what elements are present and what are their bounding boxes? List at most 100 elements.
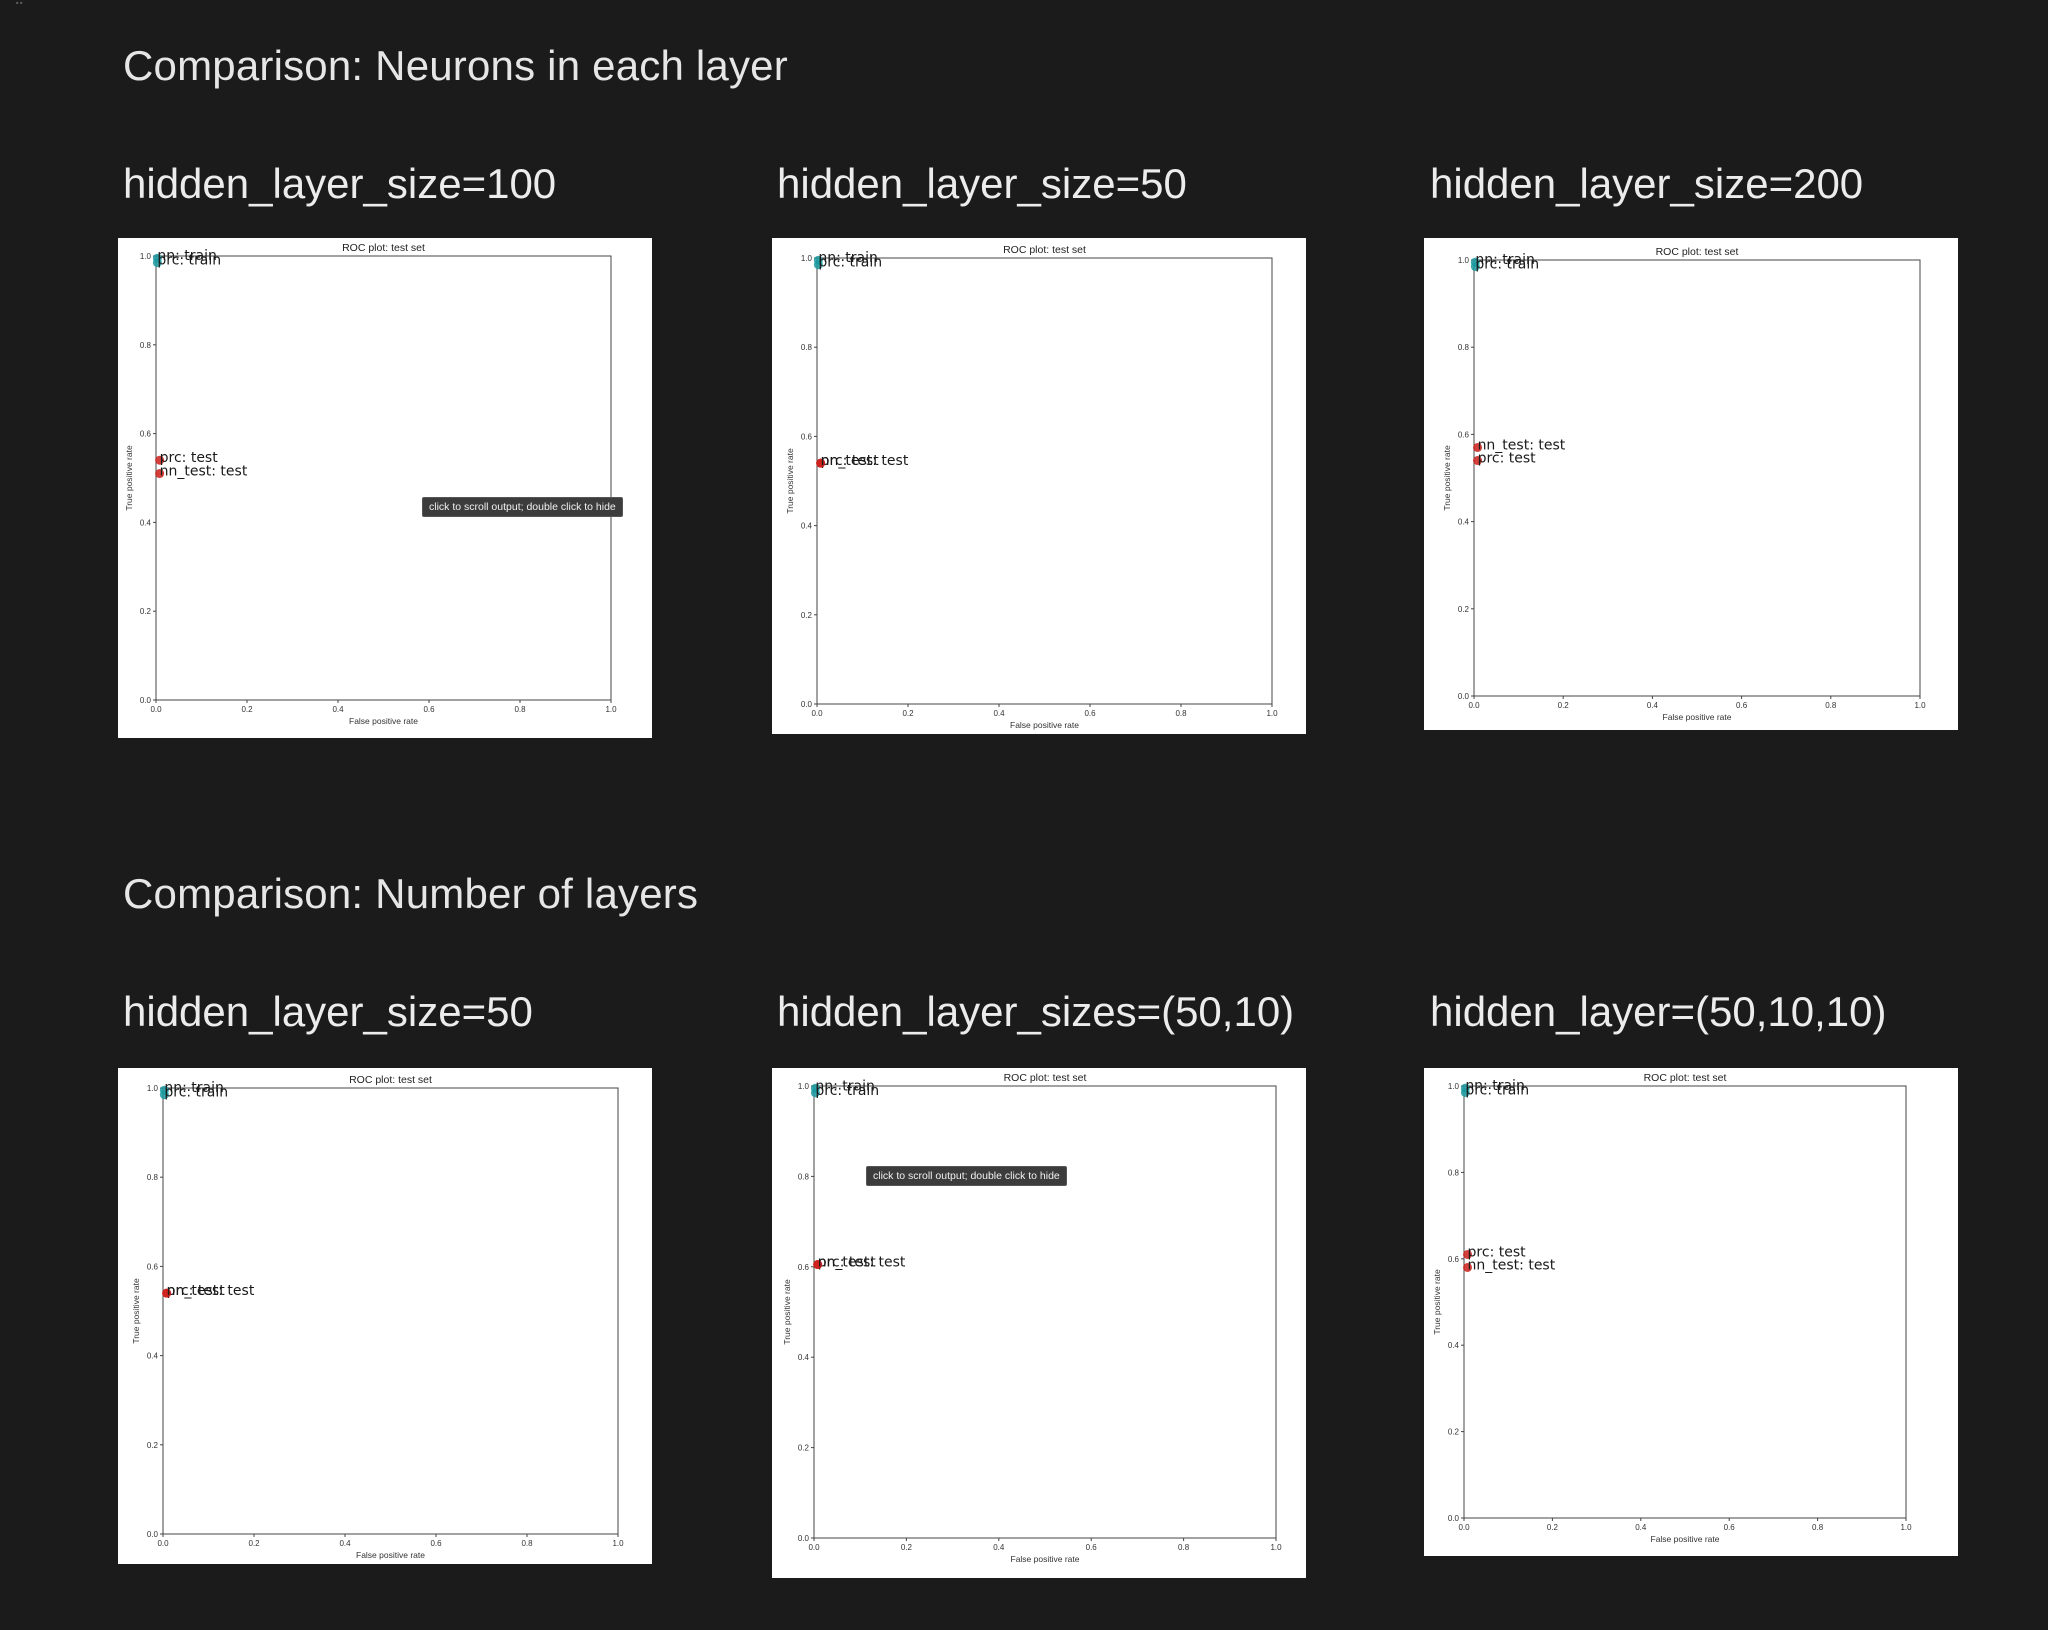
y-tick-label: 0.2	[1458, 605, 1470, 614]
roc-svg: ROC plot: test set 0.0 0.2 0.4 0.6 0.8 1.0 0.0 0…	[1442, 246, 1926, 722]
y-axis-label: True positive rate	[782, 1279, 792, 1345]
roc-plot-3[interactable]: ROC plot: test set 0.0 0.2 0.4 0.6 0.8 1.0 0.0 0…	[1424, 238, 1958, 730]
point-label: nn_test: test	[160, 464, 248, 480]
roc-svg: ROC plot: test set 0.0 0.2 0.4 0.6 0.8 1.0 0.0 0…	[785, 244, 1278, 730]
x-axis-label: False positive rate	[1651, 1534, 1720, 1544]
point-label: nn: train	[815, 1078, 875, 1094]
x-tick-label: 0.6	[1086, 1543, 1098, 1552]
data-point	[155, 469, 165, 479]
x-tick-label: 0.6	[1724, 1523, 1736, 1532]
point-label: nn: train	[164, 1080, 224, 1096]
point-label: prc: train	[815, 1083, 879, 1099]
point-label: nn: train	[818, 250, 878, 266]
chart-title: ROC plot: test set	[1003, 244, 1086, 256]
axes-frame	[1463, 1085, 1907, 1519]
x-tick-label: 0.4	[1635, 1523, 1647, 1532]
roc-plot-5[interactable]: ROC plot: test set 0.0 0.2 0.4 0.6 0.8 1.0 0.0 0…	[772, 1068, 1306, 1578]
roc-plot-6[interactable]: ROC plot: test set 0.0 0.2 0.4 0.6 0.8 1.0 0.0 0…	[1424, 1068, 1958, 1556]
y-tick-label: 1.0	[147, 1084, 159, 1093]
roc-plot-2[interactable]: ROC plot: test set 0.0 0.2 0.4 0.6 0.8 1.0 0.0 0…	[772, 238, 1306, 734]
data-point	[813, 1260, 823, 1270]
y-tick-label: 0.0	[1448, 1514, 1460, 1523]
point-label: prc: test	[160, 450, 219, 466]
point-label: nn_test: test	[821, 453, 909, 469]
point-label: nn: train	[1465, 1078, 1525, 1094]
x-tick-label: 0.2	[902, 709, 914, 718]
x-tick-label: 0.2	[1558, 701, 1570, 710]
x-tick-label: 0.4	[339, 1539, 351, 1548]
y-tick-label: 0.6	[1458, 430, 1470, 439]
section-title-layers: Comparison: Number of layers	[123, 870, 699, 917]
data-point	[1473, 442, 1483, 452]
y-tick-label: 1.0	[140, 252, 152, 261]
roc-plot-4[interactable]: ROC plot: test set 0.0 0.2 0.4 0.6 0.8 1.0 0.0 0…	[118, 1068, 652, 1564]
data-point	[155, 455, 165, 465]
y-axis-label: True positive rate	[785, 448, 795, 514]
y-tick-label: 0.8	[801, 343, 813, 352]
axes-frame	[162, 1087, 619, 1535]
chart-title: ROC plot: test set	[1004, 1072, 1087, 1084]
point-label: prc: test	[1468, 1244, 1527, 1260]
x-tick-label: 0.8	[1178, 1543, 1190, 1552]
panel-title-4: hidden_layer_size=50	[123, 988, 533, 1035]
chart-title: ROC plot: test set	[342, 242, 425, 254]
panel-title-1: hidden_layer_size=100	[123, 160, 557, 207]
data-point	[813, 260, 823, 270]
cell-output-marker: ⠐ ⠿	[0, 0, 25, 8]
y-axis-label: True positive rate	[1442, 445, 1452, 511]
x-tick-label: 0.8	[1825, 701, 1837, 710]
y-tick-label: 0.8	[140, 341, 152, 350]
point-label: prc: train	[818, 255, 882, 271]
x-tick-label: 0.8	[1812, 1523, 1824, 1532]
x-axis-label: False positive rate	[356, 1550, 425, 1560]
roc-svg: ROC plot: test set 0.0 0.2 0.4 0.6 0.8 1.0 0.0 0…	[124, 242, 617, 726]
x-tick-label: 1.0	[612, 1539, 624, 1548]
chart-title: ROC plot: test set	[1656, 246, 1739, 258]
y-tick-label: 1.0	[801, 254, 813, 263]
point-label: nn_test: test	[167, 1283, 255, 1299]
y-tick-label: 1.0	[798, 1082, 810, 1091]
x-tick-label: 0.8	[514, 705, 526, 714]
point-label: prc: test	[1478, 451, 1537, 467]
x-tick-label: 0.8	[1175, 709, 1187, 718]
point-label: prc: train	[1475, 257, 1539, 273]
x-axis-label: False positive rate	[1663, 712, 1732, 722]
y-tick-label: 0.8	[798, 1172, 810, 1181]
y-tick-label: 1.0	[1458, 256, 1470, 265]
x-tick-label: 0.2	[241, 705, 253, 714]
y-tick-label: 0.8	[147, 1173, 159, 1182]
y-tick-label: 1.0	[1448, 1082, 1460, 1091]
y-tick-label: 0.0	[147, 1530, 159, 1539]
y-tick-label: 0.0	[1458, 692, 1470, 701]
point-label: nn_test: test	[1478, 437, 1566, 453]
point-label: prc: train	[1465, 1082, 1529, 1098]
x-tick-label: 0.0	[1468, 701, 1480, 710]
x-tick-label: 0.6	[1084, 709, 1096, 718]
y-tick-label: 0.6	[1448, 1255, 1460, 1264]
roc-svg: ROC plot: test set 0.0 0.2 0.4 0.6 0.8 1.0 0.0 0…	[131, 1074, 624, 1560]
point-label: prc: test	[818, 1255, 877, 1271]
point-label: nn: train	[1475, 252, 1535, 268]
point-label: prc: train	[157, 253, 221, 269]
x-tick-label: 1.0	[1914, 701, 1926, 710]
x-tick-label: 0.4	[993, 1543, 1005, 1552]
x-tick-label: 0.0	[157, 1539, 169, 1548]
x-tick-label: 0.6	[423, 705, 435, 714]
scroll-output-tooltip-2[interactable]: click to scroll output; double click to …	[866, 1166, 1067, 1186]
x-tick-label: 0.0	[1458, 1523, 1470, 1532]
axes-frame	[816, 257, 1273, 705]
y-tick-label: 0.2	[801, 611, 813, 620]
axes-frame	[813, 1085, 1277, 1539]
panel-title-5: hidden_layer_sizes=(50,10)	[777, 988, 1295, 1035]
y-tick-label: 0.4	[798, 1353, 810, 1362]
x-tick-label: 0.2	[248, 1539, 260, 1548]
scroll-output-tooltip[interactable]: click to scroll output; double click to …	[422, 497, 623, 517]
data-point	[1463, 1249, 1473, 1259]
roc-plot-1[interactable]: ROC plot: test set 0.0 0.2 0.4 0.6 0.8 1.0 0.0 0…	[118, 238, 652, 738]
x-tick-label: 0.2	[1547, 1523, 1559, 1532]
data-point	[159, 1090, 169, 1100]
y-tick-label: 0.6	[147, 1262, 159, 1271]
data-point	[1470, 262, 1480, 272]
y-tick-label: 0.0	[140, 696, 152, 705]
y-tick-label: 0.8	[1458, 343, 1470, 352]
